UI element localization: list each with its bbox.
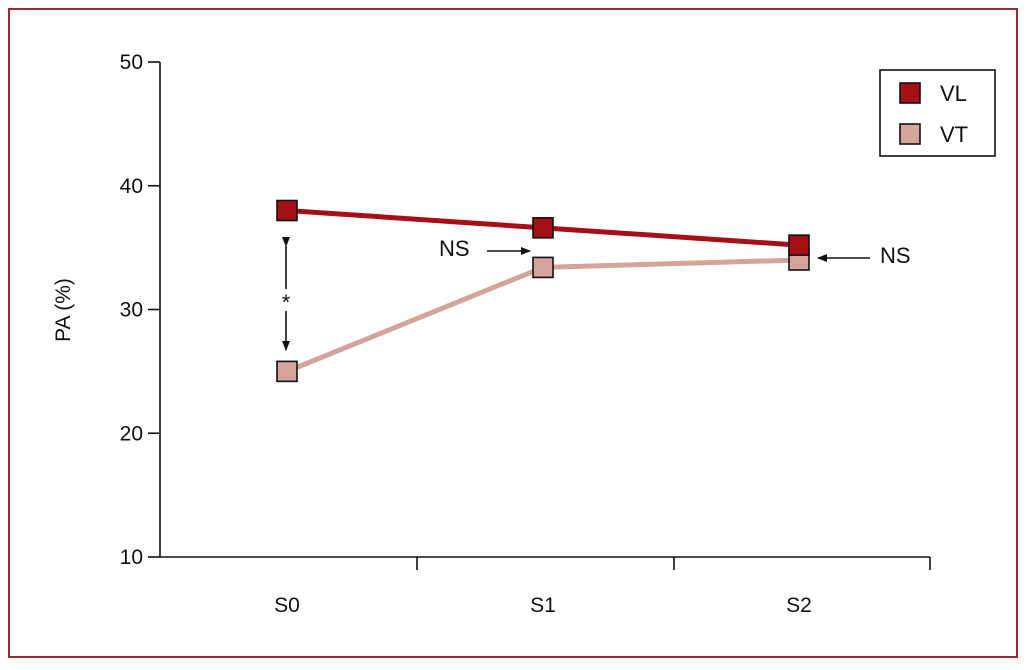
ns-label-s2: NS — [880, 243, 911, 268]
y-tick-label-20: 20 — [120, 422, 143, 445]
series-layer — [276, 199, 810, 383]
marker-vl-s1 — [532, 217, 554, 239]
y-tick-label-30: 30 — [120, 299, 143, 322]
annotations: * NS NS — [278, 236, 911, 351]
figure-frame — [8, 8, 1018, 658]
marker-vl-s2 — [788, 234, 810, 256]
marker-vt-s1 — [532, 256, 554, 279]
legend-box — [879, 69, 996, 157]
legend-label-vl: VL — [940, 81, 967, 106]
y-tick-label-50: 50 — [120, 51, 143, 74]
x-tick-label-s1: S1 — [530, 594, 556, 617]
legend-label-vt: VT — [940, 122, 968, 147]
legend-swatch-vl — [899, 82, 921, 104]
marker-vl-s0 — [276, 199, 298, 222]
x-ticks: S0 S1 S2 — [274, 557, 931, 617]
legend: VL VT — [879, 69, 996, 157]
significance-star-background — [278, 289, 294, 311]
ns-label-s1: NS — [439, 236, 470, 261]
legend-swatch-vt — [899, 123, 921, 145]
y-tick-label-40: 40 — [120, 175, 143, 198]
axes: 10 20 30 40 50 S0 S1 S2 PA (%) — [52, 51, 931, 617]
y-axis-label: PA (%) — [52, 278, 75, 342]
y-tick-label-10: 10 — [120, 546, 143, 569]
significance-star: * — [282, 290, 291, 315]
marker-vt-s0 — [276, 360, 298, 383]
x-tick-label-s2: S2 — [786, 594, 812, 617]
y-ticks: 10 20 30 40 50 — [120, 51, 160, 569]
x-tick-label-s0: S0 — [274, 594, 300, 617]
